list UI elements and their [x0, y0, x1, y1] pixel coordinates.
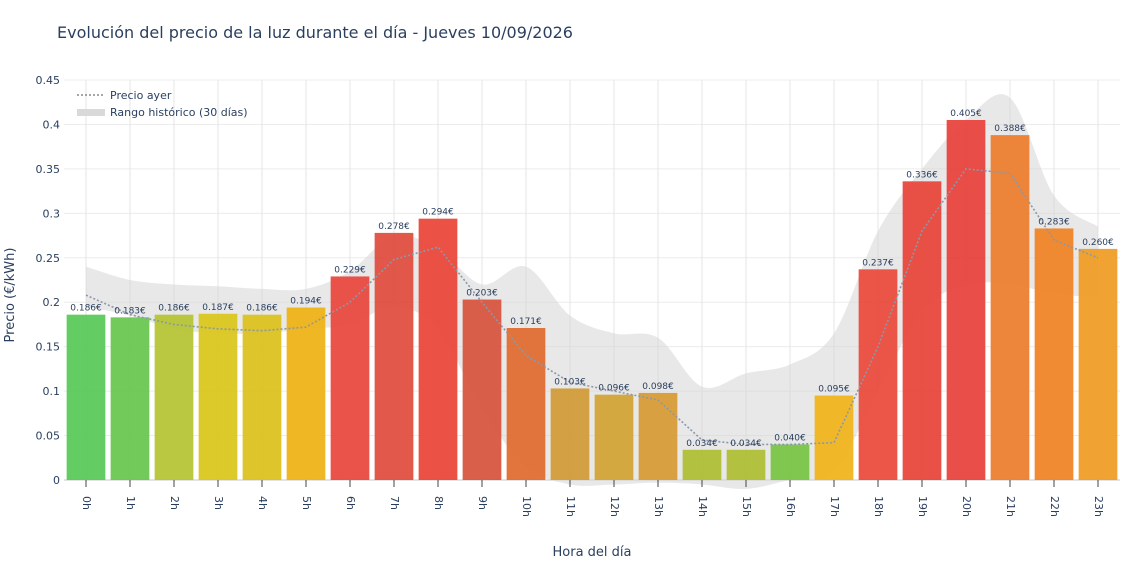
yesterday-price-line: [85, 168, 1099, 446]
price-bar: [462, 299, 502, 480]
legend-range-label: Rango histórico (30 días): [110, 106, 248, 119]
bar-value-label: 0.388€: [994, 124, 1026, 134]
y-tick-label: 0.05: [36, 430, 61, 443]
x-tick-label: 23h: [1092, 496, 1105, 517]
x-tick-label: 7h: [388, 496, 401, 510]
price-bar: [550, 388, 590, 480]
bar-value-label: 0.183€: [114, 306, 146, 316]
x-tick-label: 12h: [608, 496, 621, 517]
y-tick-label: 0.15: [36, 341, 61, 354]
y-tick-label: 0.4: [43, 118, 61, 131]
bar-value-label: 0.194€: [290, 297, 322, 307]
bar-value-label: 0.098€: [642, 382, 674, 392]
y-tick-label: 0.3: [43, 207, 61, 220]
price-bar: [902, 181, 942, 481]
price-bar: [506, 328, 546, 480]
y-tick-label: 0.25: [36, 252, 61, 265]
price-bar: [286, 307, 326, 480]
bar-value-label: 0.034€: [686, 439, 718, 449]
y-tick-label: 0.35: [36, 163, 61, 176]
x-axis-title: Hora del día: [553, 545, 632, 560]
x-tick-label: 1h: [124, 496, 137, 510]
bar-value-label: 0.187€: [202, 303, 234, 313]
legend-yesterday-label: Precio ayer: [110, 89, 172, 102]
x-tick-label: 16h: [784, 496, 797, 517]
x-axis-ticks: 0h 1h 2h 3h 4h 5h 6h 7h 8h 9h 10h 11h 12h 13h 14h 15h 16…: [80, 480, 1105, 517]
x-tick-label: 19h: [916, 496, 929, 517]
price-bar: [770, 444, 810, 480]
price-bar: [990, 135, 1030, 480]
price-bar: [682, 449, 722, 480]
price-bar: [858, 269, 898, 480]
bar-value-label: 0.095€: [818, 385, 850, 395]
price-bar: [814, 395, 854, 480]
yesterday-line: [85, 168, 1099, 446]
y-axis-ticks: 0 0.05 0.1 0.15 0.2 0.25 0.3 0.35 0.4 0.45: [36, 74, 61, 487]
price-bar: [66, 314, 106, 480]
x-tick-label: 14h: [696, 496, 709, 517]
y-tick-label: 0.2: [43, 296, 61, 309]
historical-range-area: [86, 94, 1098, 489]
price-bar: [154, 314, 194, 480]
bar-value-label: 0.278€: [378, 222, 410, 232]
bar-value-labels: 0.186€ 0.183€ 0.186€ 0.187€ 0.186€ 0.194€ 0.22…: [70, 109, 1114, 449]
y-tick-label: 0.1: [43, 385, 61, 398]
x-tick-label: 11h: [564, 496, 577, 517]
x-tick-label: 15h: [740, 496, 753, 517]
price-bar: [1078, 248, 1118, 480]
x-tick-label: 21h: [1004, 496, 1017, 517]
x-tick-label: 17h: [828, 496, 841, 517]
chart-title: Evolución del precio de la luz durante e…: [57, 23, 573, 42]
bar-value-label: 0.203€: [466, 289, 498, 299]
x-tick-label: 8h: [432, 496, 445, 510]
x-tick-label: 20h: [960, 496, 973, 517]
x-tick-label: 3h: [212, 496, 225, 510]
price-bar: [242, 314, 282, 480]
bar-value-label: 0.294€: [422, 208, 454, 218]
price-bar: [330, 276, 370, 480]
bar-value-label: 0.229€: [334, 265, 366, 275]
bar-value-label: 0.237€: [862, 258, 894, 268]
x-tick-label: 0h: [80, 496, 93, 510]
price-bar: [374, 232, 414, 480]
x-tick-label: 10h: [520, 496, 533, 517]
x-tick-label: 4h: [256, 496, 269, 510]
bar-value-label: 0.186€: [246, 304, 278, 314]
x-tick-label: 9h: [476, 496, 489, 510]
bar-value-label: 0.096€: [598, 384, 630, 394]
price-bar: [726, 449, 766, 480]
price-bar: [198, 313, 238, 480]
price-bar: [638, 392, 678, 480]
x-tick-label: 2h: [168, 496, 181, 510]
y-axis-title: Precio (€/kWh): [3, 248, 18, 343]
x-tick-label: 13h: [652, 496, 665, 517]
x-tick-label: 18h: [872, 496, 885, 517]
bar-value-label: 0.034€: [730, 439, 762, 449]
bar-value-label: 0.171€: [510, 317, 542, 327]
y-tick-label: 0: [53, 474, 60, 487]
bar-value-label: 0.186€: [70, 304, 102, 314]
bar-value-label: 0.186€: [158, 304, 190, 314]
price-bar: [594, 394, 634, 480]
legend-range-swatch: [77, 109, 105, 116]
historical-range-band: [86, 94, 1098, 489]
price-bar: [946, 120, 986, 480]
x-tick-label: 6h: [344, 496, 357, 510]
price-bar: [1034, 228, 1074, 480]
x-tick-label: 22h: [1048, 496, 1061, 517]
bar-value-label: 0.103€: [554, 377, 586, 387]
bar-value-label: 0.405€: [950, 109, 982, 119]
price-bars: [66, 120, 1118, 481]
bar-value-label: 0.283€: [1038, 217, 1070, 227]
x-tick-label: 5h: [300, 496, 313, 510]
y-tick-label: 0.45: [36, 74, 61, 87]
price-bar: [418, 218, 458, 480]
bar-value-label: 0.336€: [906, 170, 938, 180]
legend: Precio ayer Rango histórico (30 días): [77, 89, 248, 119]
bar-value-label: 0.260€: [1082, 238, 1114, 248]
price-bar: [110, 317, 150, 480]
bar-value-label: 0.040€: [774, 433, 806, 443]
